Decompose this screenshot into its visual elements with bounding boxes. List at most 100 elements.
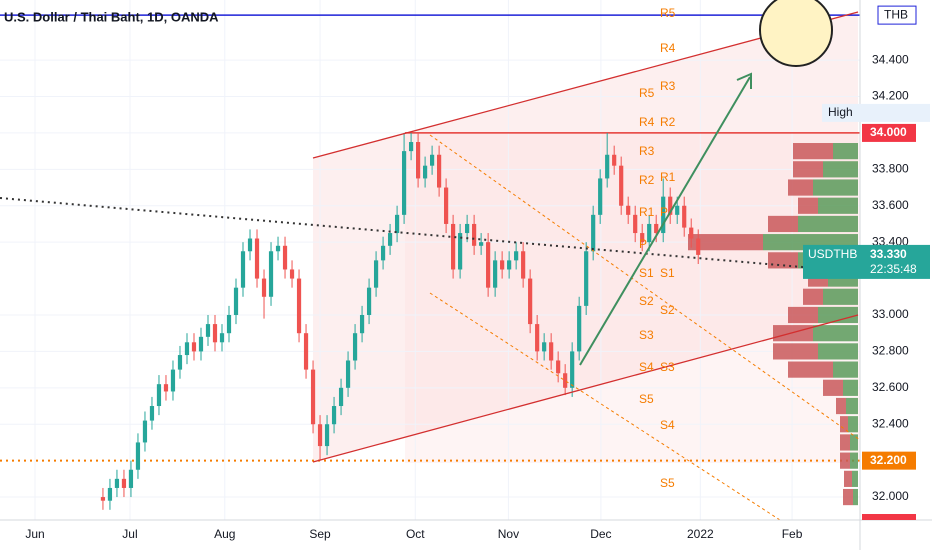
vp-down [773, 343, 818, 360]
candle-body [500, 260, 505, 270]
y-tick-label: 33.600 [872, 198, 909, 212]
candle-body [366, 287, 372, 315]
candle-body [479, 242, 484, 246]
vp-up [818, 306, 858, 324]
vp-up [848, 416, 858, 433]
x-tick-label: Nov [498, 527, 519, 541]
price-tag [862, 451, 916, 470]
pivot: S3 [660, 360, 675, 374]
candle-body [100, 497, 106, 501]
candle-body [359, 314, 365, 334]
currency-tag [877, 5, 917, 25]
candle-body [486, 242, 491, 288]
candle-body [598, 178, 603, 215]
candle-body [303, 333, 309, 370]
candle-body [226, 314, 232, 334]
price-label: 34.000 [870, 125, 907, 139]
vp-down [836, 397, 846, 415]
candle-body [682, 205, 687, 228]
pivot: S5 [639, 392, 654, 406]
vp-down [843, 488, 853, 506]
vp-up [850, 434, 858, 451]
candle-body [352, 333, 358, 361]
candle-body [163, 384, 169, 392]
candle-body [240, 251, 246, 288]
candle-body [577, 305, 582, 352]
pivot: R1 [639, 205, 655, 219]
symbol-label: USDTHB [808, 247, 857, 261]
candle-body [493, 260, 498, 288]
price-tag [803, 244, 930, 279]
candle-body [507, 260, 512, 270]
pivot: R3 [660, 79, 676, 93]
candle-body [261, 278, 267, 297]
pivot: P [639, 237, 647, 251]
x-tick-label: Dec [590, 527, 611, 541]
candle-body [128, 469, 134, 488]
candles [100, 132, 701, 510]
x-tick-label: Oct [406, 527, 425, 541]
candle-body [640, 233, 645, 243]
candle-body [584, 251, 589, 306]
candle-body [408, 142, 414, 152]
candle-body [521, 251, 526, 279]
candle-body [317, 424, 323, 447]
vp-up [833, 361, 858, 378]
candle-body [254, 238, 260, 279]
candle-body [282, 245, 288, 270]
arrow [579, 76, 751, 366]
candle-body [661, 196, 666, 234]
candle-body [275, 245, 281, 252]
countdown-label: 22:35:48 [870, 262, 917, 276]
pivot: R5 [639, 86, 655, 100]
vp-up [853, 488, 858, 506]
pivot: R4 [639, 115, 655, 129]
candle-body [689, 227, 694, 239]
candle-body [619, 165, 624, 206]
candle-body [233, 287, 239, 315]
y-tick-label: 34.200 [872, 89, 909, 103]
candle-body [380, 245, 386, 261]
pivot: P [660, 205, 668, 219]
pivot: S1 [639, 266, 654, 280]
candle-body [373, 260, 379, 288]
candle-body [268, 251, 274, 297]
candle-body [191, 342, 197, 352]
vp-up [823, 161, 858, 178]
vp-down [803, 288, 823, 305]
highlight-circle [759, 0, 833, 67]
tag-name: High [828, 105, 853, 119]
x-tick-label: Jun [25, 527, 44, 541]
candle-body [542, 342, 547, 352]
currency-label: THB [884, 7, 908, 21]
pivot: R3 [639, 144, 655, 158]
candle-body [331, 406, 337, 425]
y-tick-label: 32.600 [872, 380, 909, 394]
candle-body [338, 387, 344, 407]
y-tick-label: 32.000 [872, 489, 909, 503]
pivot: S3 [639, 328, 654, 342]
candle-body [401, 151, 407, 215]
candle-body [387, 233, 393, 246]
candle-body [437, 154, 442, 188]
candle-body [444, 187, 449, 224]
bottom-tag [862, 514, 916, 520]
pivot-labels: R5 R4 R3 R5 R4 R2 R3 R2 R1 R1 P P S1 S1 … [639, 6, 676, 490]
vp-down [840, 434, 850, 451]
pivot: R5 [660, 6, 676, 20]
vp-up [813, 325, 858, 342]
candle-body [696, 238, 701, 255]
candle-body [535, 324, 540, 352]
vp-down [840, 452, 850, 469]
candle-body [563, 373, 568, 388]
channel-lower [312, 314, 859, 463]
candle-body [184, 342, 190, 356]
vp-up [823, 288, 858, 305]
candle-body [633, 214, 638, 234]
candle-body [149, 406, 155, 421]
x-tick-label: Jul [122, 527, 137, 541]
candle-body [647, 223, 652, 243]
candle-body [212, 324, 218, 343]
candle-body [549, 342, 554, 361]
